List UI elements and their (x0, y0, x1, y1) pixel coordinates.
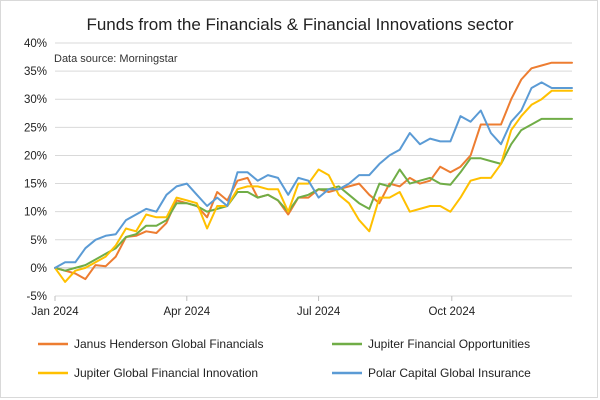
legend-label: Polar Capital Global Insurance (368, 366, 531, 380)
data-source-note: Data source: Morningstar (54, 53, 178, 65)
y-tick-label: 15% (24, 179, 47, 191)
y-axis-ticks: -5% 0% 5% 10% 15% 20% 25% 30% 35% 40% (24, 38, 47, 303)
x-tick-label: Oct 2024 (428, 306, 475, 318)
series-lines (54, 61, 573, 283)
y-tick-label: 0% (30, 263, 47, 275)
series-line (54, 81, 573, 269)
series-line (54, 117, 573, 272)
legend-label: Janus Henderson Global Financials (74, 337, 263, 351)
y-tick-label: 25% (24, 122, 47, 134)
series-line (54, 61, 573, 281)
y-tick-label: -5% (27, 291, 47, 303)
chart-title: Funds from the Financials & Financial In… (86, 15, 513, 34)
y-tick-label: 20% (24, 150, 47, 162)
y-tick-label: 10% (24, 207, 47, 219)
series-line (54, 89, 573, 283)
y-tick-label: 40% (24, 38, 47, 50)
legend-label: Jupiter Global Financial Innovation (74, 366, 258, 380)
gridlines (55, 42, 572, 297)
x-axis-ticks: Jan 2024 Apr 2024 Jul 2024 Oct 2024 (31, 267, 572, 318)
y-tick-label: 5% (30, 235, 47, 247)
legend: Janus Henderson Global Financials Jupiter… (38, 337, 531, 380)
x-tick-label: Apr 2024 (163, 306, 210, 318)
x-tick-label: Jul 2024 (297, 306, 341, 318)
y-tick-label: 35% (24, 66, 47, 78)
y-tick-label: 30% (24, 94, 47, 106)
x-tick-label: Jan 2024 (31, 306, 79, 318)
legend-label: Jupiter Financial Opportunities (368, 337, 530, 351)
